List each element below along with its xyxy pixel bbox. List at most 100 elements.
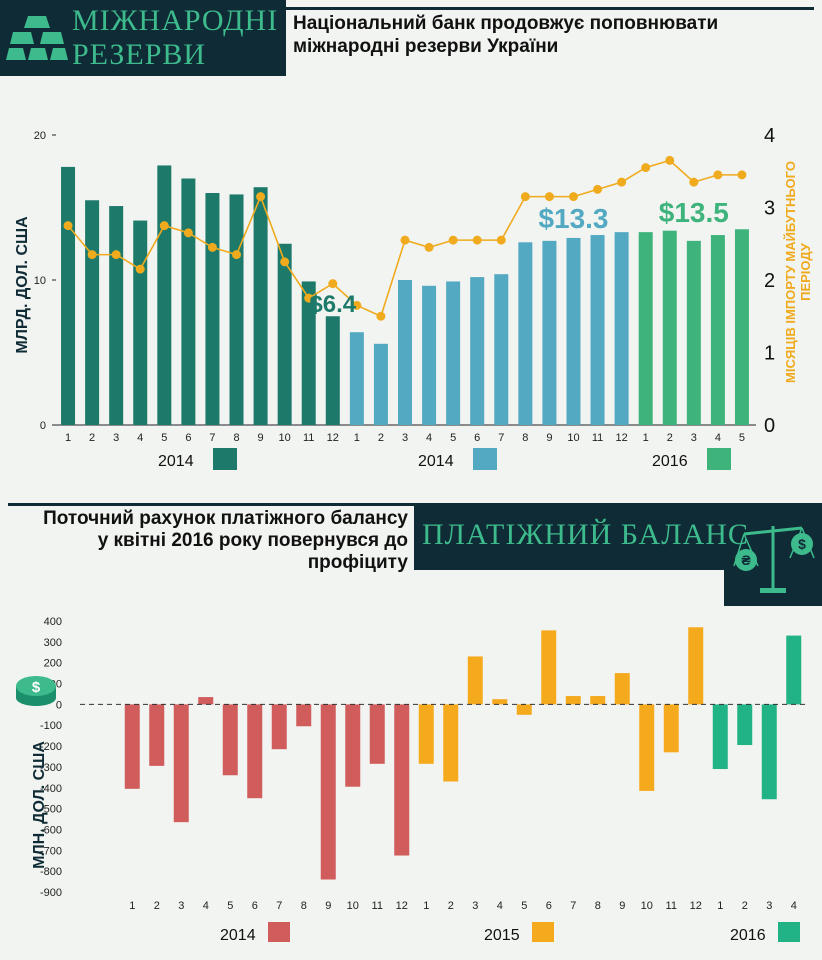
reserves-bar [133, 220, 148, 425]
y-tick-label: -700 [40, 845, 62, 857]
legend-label: 2016 [652, 453, 688, 470]
y2-axis-label: МІСЯЦІВ ІМПОРТУ МАЙБУТНЬОГОПЕРІОДУ [783, 161, 813, 383]
x-tick-label: 6 [546, 900, 552, 912]
import-months-point [496, 235, 506, 245]
balance-bar [394, 704, 410, 856]
y-tick-label: -500 [40, 804, 62, 816]
import-months-point [328, 279, 338, 289]
reserves-title-line-1: МІЖНАРОДНІ [72, 4, 279, 37]
reserves-bar [422, 285, 437, 425]
y-axis-label: МЛРД. ДОЛ. США [14, 216, 31, 354]
y2-axis-label-line-1: МІСЯЦІВ ІМПОРТУ МАЙБУТНЬОГО [783, 161, 798, 383]
x-tick-label: 4 [426, 432, 432, 444]
x-tick-label: 8 [522, 432, 528, 444]
x-tick-label: 8 [233, 432, 239, 444]
y-tick-label: 400 [44, 616, 62, 628]
import-months-point [280, 257, 290, 267]
reserves-bar [614, 232, 629, 425]
dollar-coin-icon: $ [16, 676, 56, 706]
y-tick-label: 20 [34, 130, 46, 142]
reserves-bar [277, 243, 292, 425]
reserves-subtitle-line-2: міжнародні резерви України [293, 36, 559, 57]
svg-text:$: $ [32, 679, 41, 696]
balance-bar [541, 630, 557, 705]
legend-swatch [778, 922, 800, 942]
reserves-subtitle-line-1: Національний банк продовжує поповнювати [293, 13, 719, 34]
import-months-point [593, 184, 603, 194]
import-months-point [135, 264, 145, 274]
import-months-point [544, 192, 554, 202]
x-tick-label: 3 [402, 432, 408, 444]
y2-tick-label: 2 [764, 270, 775, 292]
x-tick-label: 4 [137, 432, 143, 444]
x-tick-label: 5 [739, 432, 745, 444]
reserves-bar [638, 232, 653, 425]
x-tick-label: 4 [203, 900, 209, 912]
balance-title: ПЛАТІЖНИЙ БАЛАНС [422, 518, 749, 551]
x-tick-label: 4 [715, 432, 721, 444]
y-axis-label: МЛН. ДОЛ. США [31, 741, 48, 869]
balance-bar [124, 704, 140, 789]
reserves-bar [518, 242, 533, 425]
x-tick-label: 12 [690, 900, 702, 912]
x-tick-label: 12 [327, 432, 339, 444]
scales-dollar-hryvnia-icon: ₴ $ [733, 526, 815, 593]
value-annotation: $6.4 [309, 291, 356, 318]
x-tick-label: 4 [497, 900, 503, 912]
reserves-bar [325, 316, 340, 425]
x-tick-label: 11 [592, 432, 603, 444]
balance-bar [737, 704, 753, 746]
gold-bars-icon [6, 16, 68, 60]
legend-label: 2015 [484, 927, 520, 944]
reserves-bar [590, 235, 605, 425]
import-months-point [159, 221, 169, 231]
balance-bar [761, 704, 777, 800]
import-months-point [472, 235, 482, 245]
reserves-title: МІЖНАРОДНІ РЕЗЕРВИ [72, 4, 278, 72]
x-tick-label: 1 [717, 900, 723, 912]
import-months-point [87, 250, 97, 260]
reserves-bar [710, 235, 725, 425]
x-tick-label: 3 [113, 432, 119, 444]
import-months-point [641, 163, 651, 173]
balance-subtitle-line-1: Поточний рахунок платіжного балансу [43, 508, 408, 529]
balance-subtitle-line-3: профіциту [307, 552, 408, 573]
value-annotation: $13.3 [538, 203, 608, 234]
import-months-point [568, 192, 578, 202]
x-tick-label: 7 [498, 432, 504, 444]
x-tick-label: 2 [378, 432, 384, 444]
y-tick-label: -100 [40, 720, 62, 732]
x-tick-label: 5 [227, 900, 233, 912]
y-tick-label: -200 [40, 741, 62, 753]
reserves-bar [301, 281, 316, 425]
balance-bar [614, 673, 630, 705]
legend-swatch [707, 448, 731, 470]
balance-bar [149, 704, 165, 766]
balance-bar [320, 704, 336, 880]
balance-bar [173, 704, 189, 823]
balance-bar [565, 696, 581, 705]
balance-subtitle-line-2: у квітні 2016 року повернувся до [97, 530, 408, 551]
value-annotation: $13.5 [659, 197, 729, 228]
legend-label: 2014 [220, 927, 256, 944]
x-tick-label: 10 [347, 900, 359, 912]
legend-swatch [268, 922, 290, 942]
x-tick-label: 5 [450, 432, 456, 444]
balance-subtitle: Поточний рахунок платіжного балансу у кв… [8, 508, 408, 574]
import-months-point [520, 192, 530, 202]
x-tick-label: 6 [185, 432, 191, 444]
import-months-point [256, 192, 266, 202]
balance-bar [492, 699, 508, 705]
legend-label: 2014 [418, 453, 454, 470]
y-tick-label: -600 [40, 824, 62, 836]
y2-tick-label: 1 [764, 343, 775, 365]
import-months-point [63, 221, 73, 231]
reserves-bar [446, 281, 461, 425]
reserves-bar [109, 206, 124, 425]
reserves-bar [85, 200, 100, 425]
y-tick-label: -400 [40, 783, 62, 795]
balance-bar [369, 704, 385, 764]
x-tick-label: 1 [354, 432, 360, 444]
x-tick-label: 12 [615, 432, 627, 444]
